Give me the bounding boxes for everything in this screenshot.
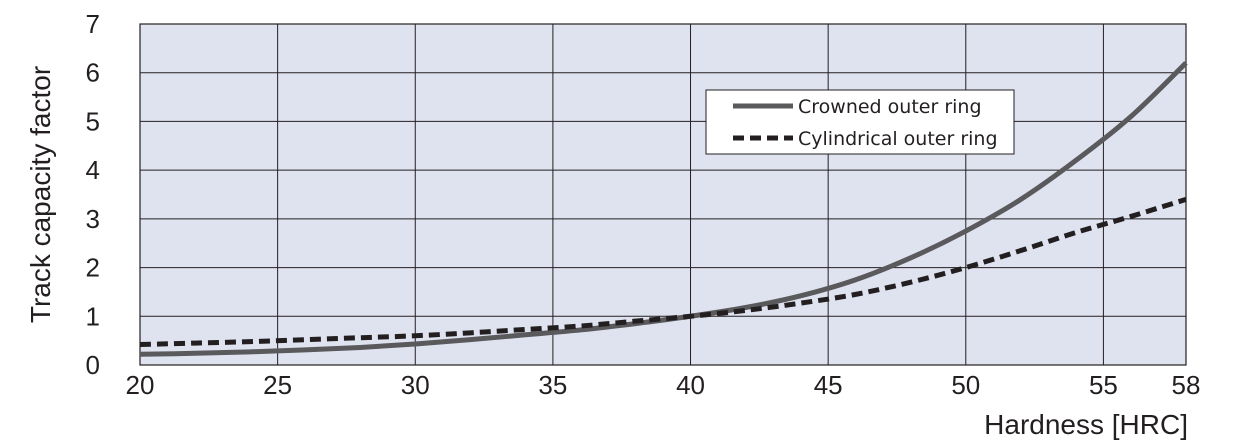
x-tick-label: 35 (538, 370, 567, 400)
grid (139, 23, 1187, 366)
series-layer (139, 61, 1188, 357)
legend-label-crowned: Crowned outer ring (798, 96, 982, 118)
plot-area (140, 24, 1186, 365)
legend-box (705, 89, 1015, 155)
y-tick-label: 5 (86, 106, 100, 136)
x-tick-label: 58 (1172, 370, 1201, 400)
y-tick-labels: 0 1 2 3 4 5 6 7 (86, 9, 100, 380)
legend: Crowned outer ring Cylindrical outer rin… (705, 89, 1015, 155)
legend-label-cylindrical: Cylindrical outer ring (798, 128, 998, 150)
x-tick-label: 40 (676, 370, 705, 400)
y-tick-label: 3 (86, 204, 100, 234)
y-tick-label: 4 (86, 155, 100, 185)
y-tick-label: 1 (86, 301, 100, 331)
x-tick-label: 25 (263, 370, 292, 400)
y-tick-label: 6 (86, 58, 100, 88)
y-tick-label: 7 (86, 9, 100, 39)
x-tick-labels: 20 25 30 35 40 45 50 55 58 (126, 370, 1201, 400)
x-tick-label: 30 (401, 370, 430, 400)
x-axis-title: Hardness [HRC] (984, 409, 1188, 440)
plot-border (139, 23, 1187, 366)
y-tick-label: 2 (86, 253, 100, 283)
x-tick-label: 45 (814, 370, 843, 400)
series-line-cylindrical (139, 196, 1187, 348)
x-tick-label: 55 (1089, 370, 1118, 400)
x-tick-label: 50 (951, 370, 980, 400)
x-tick-label: 20 (126, 370, 155, 400)
y-axis-title: Track capacity factor (25, 66, 56, 323)
y-tick-label: 0 (86, 350, 100, 380)
